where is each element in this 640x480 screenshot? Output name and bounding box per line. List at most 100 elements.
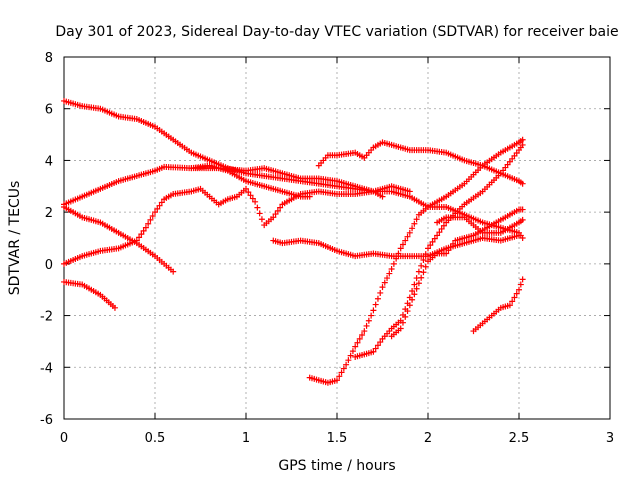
- data-point: [436, 229, 443, 236]
- data-point: [411, 281, 418, 288]
- series-s13: [470, 276, 526, 335]
- data-point: [415, 280, 422, 287]
- x-tick-label: 3: [606, 431, 614, 446]
- data-point: [374, 342, 381, 349]
- x-tick-label: 2.5: [509, 431, 530, 446]
- y-axis-label: SDTVAR / TECUs: [7, 181, 23, 296]
- data-point: [149, 213, 156, 220]
- data-point: [519, 136, 526, 143]
- data-point: [445, 247, 452, 254]
- data-point: [415, 268, 422, 275]
- data-point: [388, 266, 395, 273]
- data-point: [411, 220, 418, 227]
- data-point: [513, 290, 520, 297]
- data-point: [254, 204, 261, 211]
- series-s12: [434, 214, 526, 236]
- data-point: [345, 357, 352, 364]
- data-point: [418, 262, 425, 269]
- data-point: [336, 373, 343, 380]
- data-point: [406, 302, 413, 309]
- data-point: [422, 251, 429, 258]
- y-tick-label: 2: [45, 206, 53, 221]
- y-tick-label: 4: [45, 154, 53, 169]
- data-point: [365, 317, 372, 324]
- data-point: [274, 207, 281, 214]
- data-point: [361, 328, 368, 335]
- series-s9: [306, 136, 526, 386]
- data-point: [147, 216, 154, 223]
- data-point: [440, 222, 447, 229]
- series-s4: [61, 278, 118, 311]
- data-point: [509, 298, 516, 305]
- data-point: [272, 211, 279, 218]
- data-point: [409, 225, 416, 232]
- y-tick-label: -2: [40, 310, 53, 325]
- data-point: [158, 199, 165, 206]
- data-point: [519, 206, 526, 213]
- data-point: [404, 233, 411, 240]
- data-point: [256, 210, 263, 217]
- data-point: [411, 291, 418, 298]
- data-point: [243, 185, 249, 192]
- chart-title: Day 301 of 2023, Sidereal Day-to-day VTE…: [55, 24, 618, 40]
- data-point: [377, 289, 384, 296]
- data-point: [519, 235, 526, 241]
- data-point: [418, 274, 425, 281]
- data-point: [429, 238, 436, 245]
- data-point: [372, 301, 379, 308]
- data-point: [133, 237, 140, 244]
- data-point: [447, 244, 454, 251]
- data-point: [170, 268, 177, 275]
- data-point: [420, 256, 427, 263]
- data-point: [413, 285, 420, 292]
- data-point: [343, 361, 350, 368]
- data-point: [406, 229, 413, 236]
- series-s1: [61, 97, 526, 241]
- data-point: [519, 276, 526, 283]
- y-tick-label: 6: [45, 103, 53, 118]
- x-tick-label: 1.5: [327, 431, 348, 446]
- y-tick-label: -4: [40, 361, 53, 376]
- data-point: [519, 141, 526, 148]
- data-point: [519, 216, 526, 223]
- data-point: [427, 242, 434, 249]
- data-point: [252, 198, 259, 205]
- data-point: [111, 304, 118, 311]
- data-point: [434, 232, 441, 239]
- data-point: [277, 204, 284, 211]
- data-point: [399, 241, 406, 248]
- data-point: [370, 307, 377, 314]
- data-point: [363, 322, 370, 329]
- data-point: [142, 224, 149, 231]
- data-point: [431, 235, 438, 242]
- data-point: [377, 339, 384, 346]
- data-point: [152, 209, 158, 216]
- data-point: [516, 232, 522, 239]
- data-point: [368, 312, 375, 319]
- data-point: [356, 335, 363, 342]
- x-tick-label: 0.5: [145, 431, 166, 446]
- data-point: [340, 365, 347, 372]
- data-point: [384, 275, 391, 282]
- data-point: [402, 237, 409, 244]
- data-point: [516, 286, 522, 293]
- data-point: [370, 348, 377, 355]
- data-point: [406, 188, 413, 195]
- data-point: [379, 284, 386, 291]
- data-point: [409, 288, 416, 295]
- data-point: [393, 255, 400, 262]
- data-point: [438, 225, 445, 232]
- data-point: [249, 195, 256, 202]
- data-point: [397, 245, 404, 252]
- data-point: [450, 240, 457, 247]
- data-point: [404, 308, 411, 315]
- x-axis-label: GPS time / hours: [278, 458, 395, 474]
- data-point: [359, 331, 366, 338]
- data-point: [138, 231, 145, 238]
- data-point: [145, 220, 152, 227]
- data-point: [136, 234, 143, 241]
- data-point: [372, 345, 379, 352]
- data-point: [422, 263, 429, 270]
- data-point: [420, 269, 427, 276]
- data-point: [352, 343, 359, 350]
